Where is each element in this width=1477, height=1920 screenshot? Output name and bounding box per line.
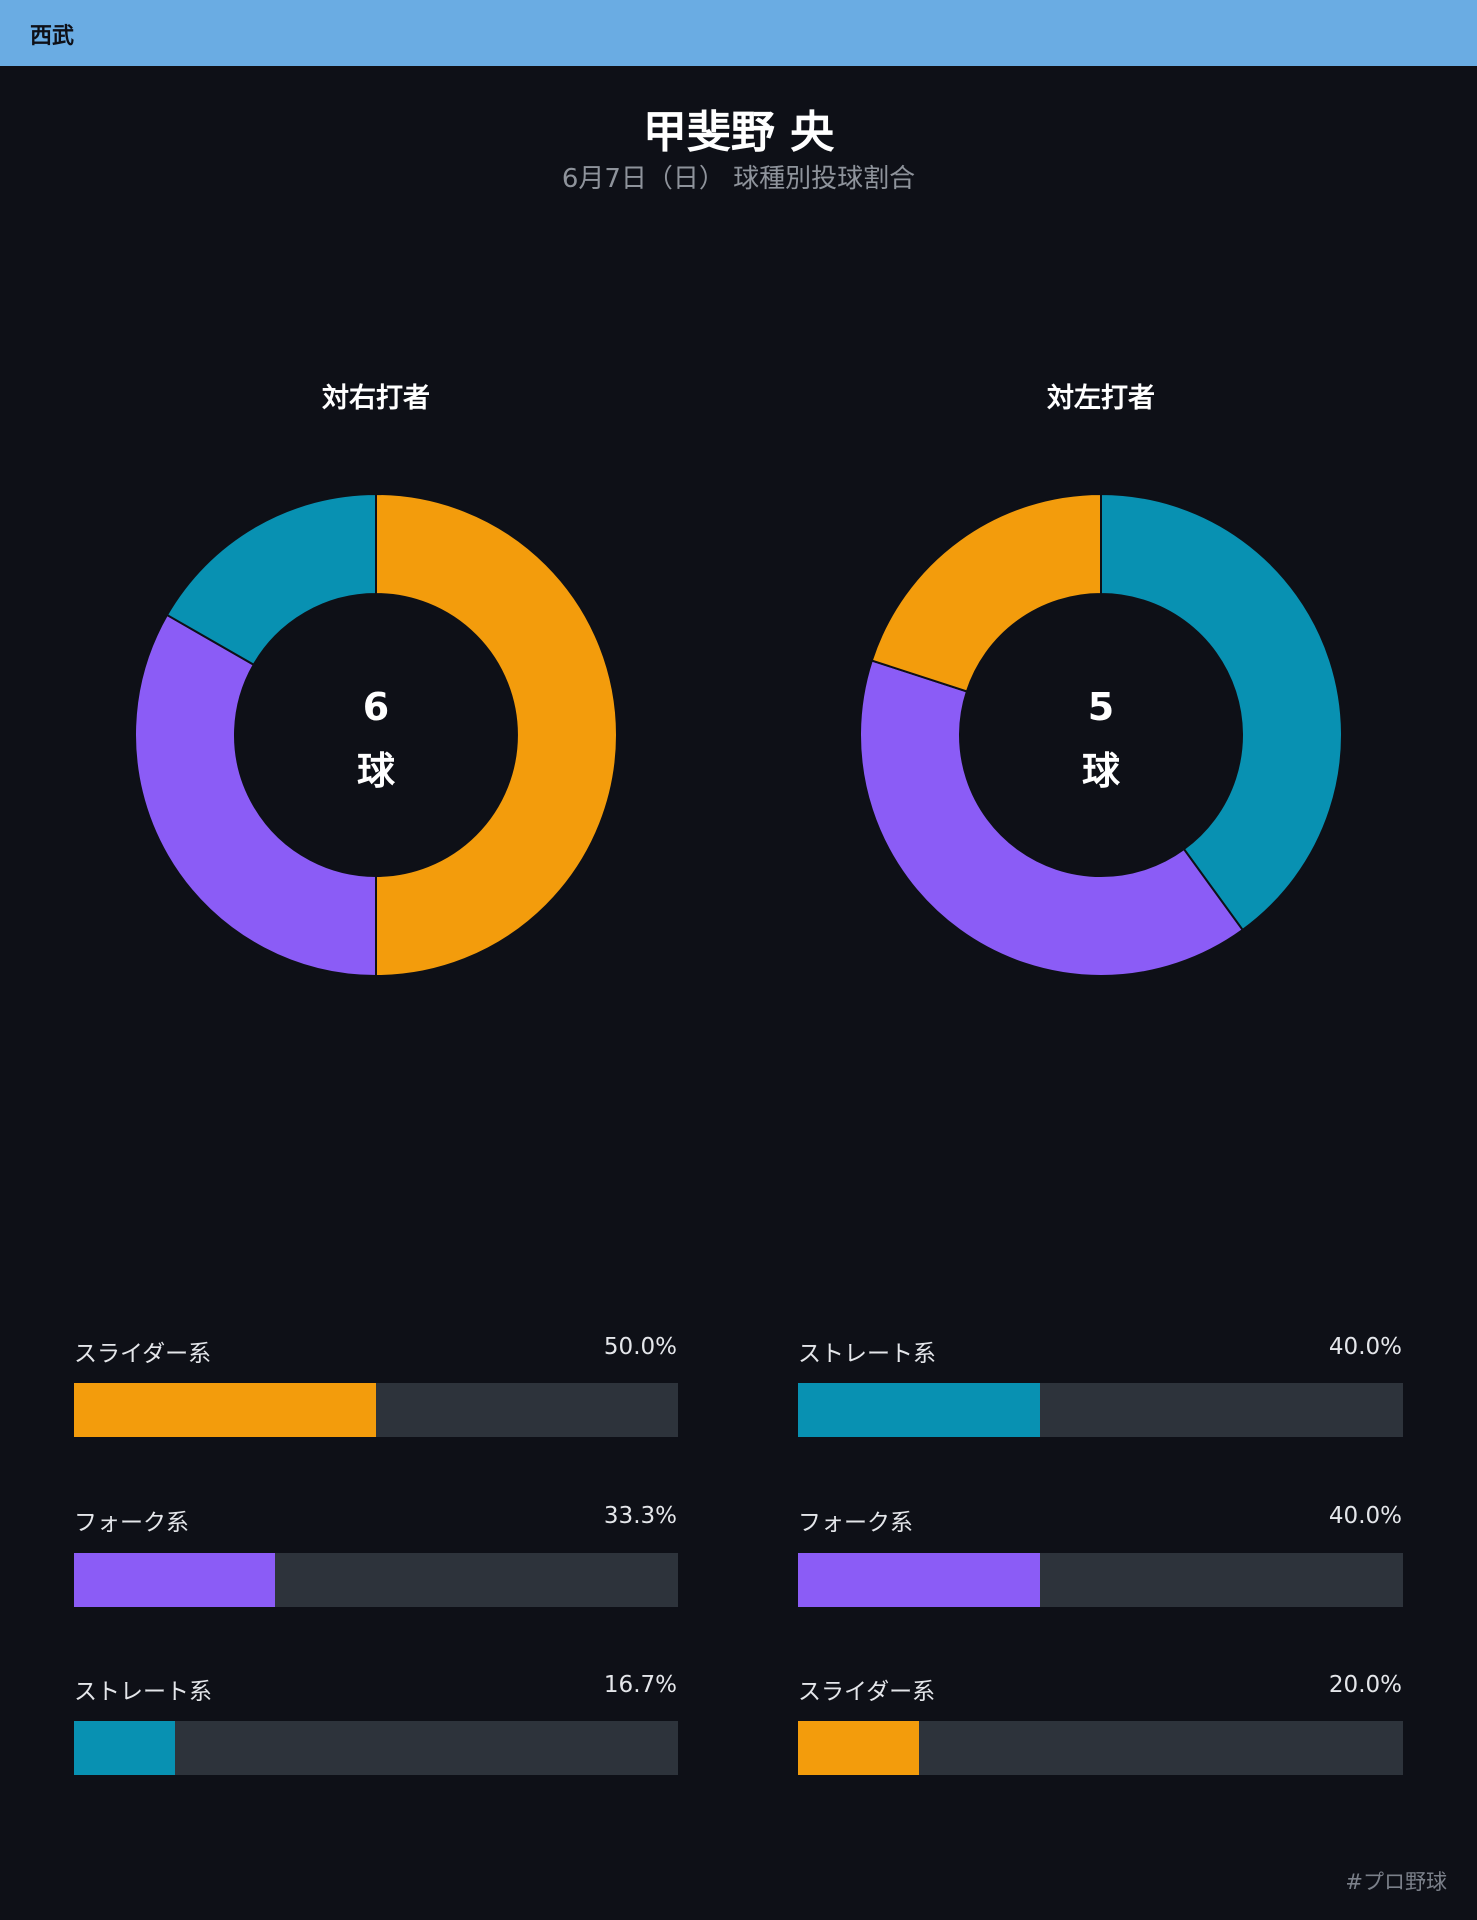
chart-subtitle: 6月7日（日） 球種別投球割合 [561, 164, 916, 194]
donut-slice-1 [859, 659, 1245, 977]
bar-percent: 33.3% [603, 1503, 677, 1529]
bar-fill-fork [74, 1553, 276, 1607]
bar-fill-slider [798, 1721, 919, 1775]
donut-slice-0 [375, 493, 618, 977]
bar-fill-slider [74, 1383, 376, 1437]
pitch-unit-vs-left: 球 [1081, 749, 1120, 793]
chart-title-vs-right: 対右打者 [322, 383, 430, 414]
bar-fill-fork [798, 1553, 1040, 1607]
team-header-bar: 西武 [0, 0, 1477, 66]
bar-label: ストレート系 [74, 1679, 212, 1705]
bar-fill-straight [74, 1721, 175, 1775]
bar-percent: 40.0% [1328, 1503, 1402, 1529]
bar-label: スライダー系 [798, 1679, 936, 1705]
bar-track [798, 1721, 1403, 1775]
team-name: 西武 [30, 24, 75, 49]
pitcher-name: 甲斐野 央 [642, 107, 835, 158]
pitch-count-vs-right: 6 [362, 685, 390, 729]
pitch-count-vs-left: 5 [1087, 685, 1115, 729]
bar-track [74, 1721, 678, 1775]
bar-track [798, 1553, 1403, 1607]
bar-fill-straight [798, 1383, 1040, 1437]
chart-title-vs-left: 対左打者 [1047, 383, 1155, 414]
donut-chart-vs-right [134, 493, 618, 977]
donut-slice-1 [134, 613, 377, 977]
bar-label: フォーク系 [798, 1510, 913, 1536]
hashtag: #プロ野球 [1345, 1870, 1447, 1894]
bar-label: フォーク系 [74, 1510, 189, 1536]
bar-percent: 50.0% [603, 1334, 677, 1360]
bar-percent: 16.7% [603, 1672, 677, 1698]
bar-label: ストレート系 [798, 1341, 936, 1367]
donut-chart-vs-left [859, 493, 1343, 977]
donut-slice-0 [1100, 493, 1343, 932]
bar-track [74, 1553, 678, 1607]
donut-slice-2 [165, 493, 377, 667]
bar-percent: 20.0% [1328, 1672, 1402, 1698]
bar-track [74, 1383, 678, 1437]
pitch-unit-vs-right: 球 [356, 749, 395, 793]
donut-slice-2 [870, 493, 1102, 693]
bar-percent: 40.0% [1328, 1334, 1402, 1360]
bar-label: スライダー系 [74, 1341, 212, 1367]
bar-track [798, 1383, 1403, 1437]
